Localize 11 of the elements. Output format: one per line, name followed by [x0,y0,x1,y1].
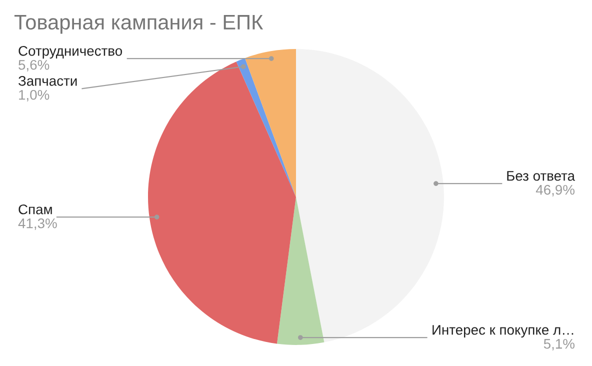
slice-label: Без ответа [507,171,576,181]
slice-label: Интерес к покупке л… [432,325,574,338]
slice-label: Запчасти [18,76,77,86]
data-label: 1,0% [19,90,50,102]
chart-title: Товарная кампания - ЕПК [14,15,264,34]
slice-label: Спам [18,204,52,214]
data-label: 46,9% [536,184,575,196]
data-label: 5,1% [544,338,575,350]
slice-label: Сотрудничество [18,46,122,59]
data-label: 5,6% [18,60,50,72]
data-label: 41,3% [18,218,57,230]
